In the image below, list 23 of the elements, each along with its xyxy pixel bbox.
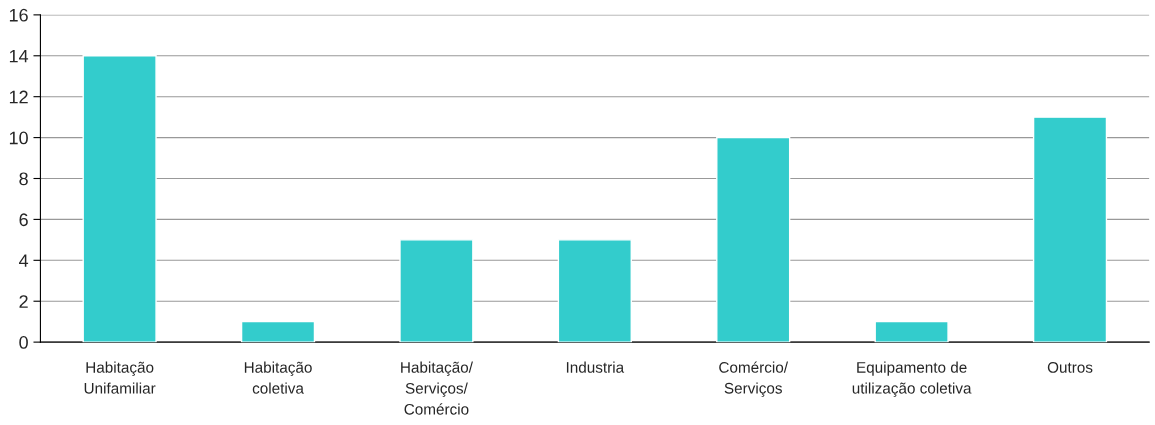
bar: [1032, 116, 1108, 343]
x-tick-label: Outros: [1047, 361, 1093, 373]
bar: [82, 55, 157, 343]
bar: [874, 320, 949, 343]
x-tick-label: Habitação coletiva: [244, 361, 312, 394]
y-tick-label: 0: [19, 336, 28, 349]
y-tick-label: 4: [18, 254, 29, 267]
x-tick-label: Habitação Unifamiliar: [84, 361, 156, 394]
bar: [557, 239, 632, 343]
bar: [240, 320, 316, 343]
x-tick-label: Equipamento de utilização coletiva: [852, 361, 972, 397]
x-tick-label: Industria: [566, 361, 625, 373]
y-tick-label: 12: [9, 90, 28, 104]
x-tick-label: Habitação/ Serviços/ Comércio: [401, 361, 473, 415]
y-tick-label: 16: [9, 8, 28, 22]
y-tick-label: 6: [19, 213, 28, 227]
y-tick-label: 14: [9, 49, 29, 63]
bar: [399, 239, 474, 343]
bar: [716, 136, 791, 343]
x-tick-label: Comércio/ Serviços: [719, 361, 789, 397]
y-tick-label: 10: [9, 131, 28, 145]
y-tick-label: 2: [19, 295, 28, 308]
y-tick-label: 8: [19, 172, 28, 186]
